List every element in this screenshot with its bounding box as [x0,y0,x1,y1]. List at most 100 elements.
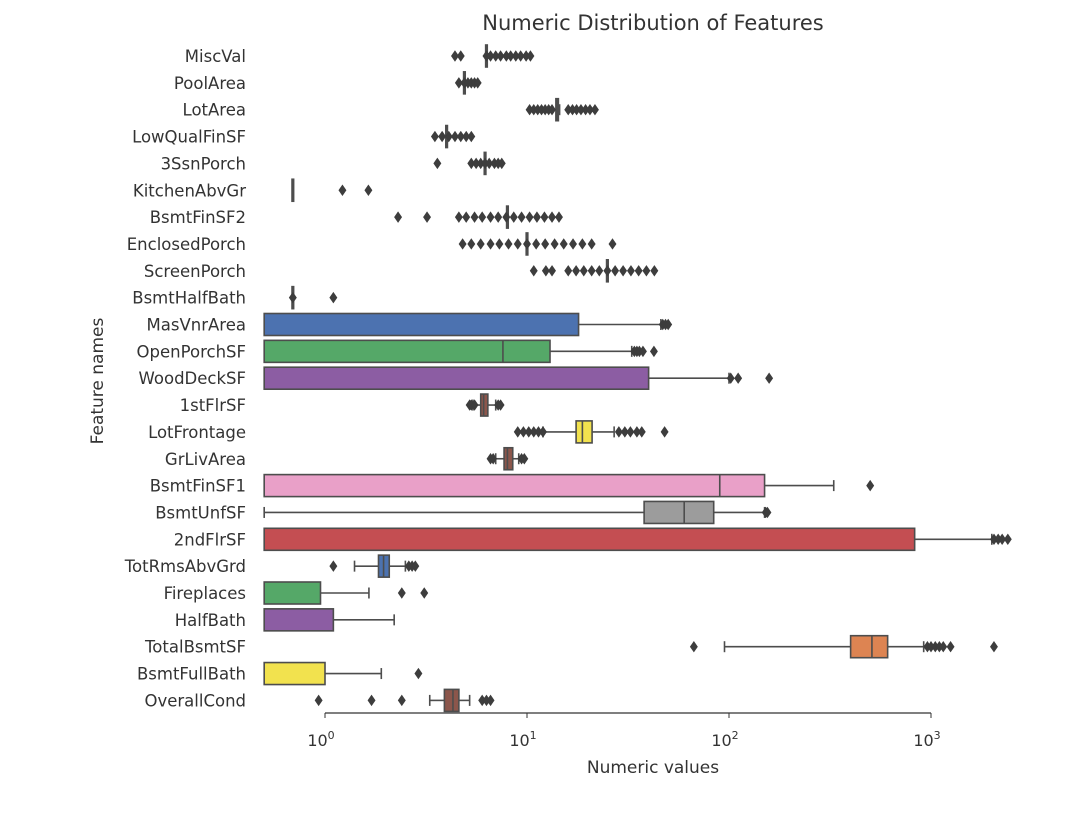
outlier-point [476,238,485,250]
feature-label: 3SsnPorch [161,154,246,173]
feature-row-23: BsmtFullBath [137,661,423,686]
outlier-point [502,211,511,223]
feature-row-15: GrLivArea [165,446,529,471]
feature-label: LowQualFinSF [132,128,246,147]
outlier-point [414,667,423,680]
outlier-point [458,238,467,250]
outlier-point [467,130,476,143]
feature-row-20: Fireplaces [164,581,429,605]
outlier-point [626,426,635,438]
outlier-point [650,265,659,277]
box-iqr [263,366,650,391]
feature-row-12: WoodDeckSF [139,366,774,391]
feature-label: GrLivArea [165,450,246,469]
outlier-point [1003,533,1012,546]
box-iqr [263,339,551,364]
outlier-point [456,50,465,62]
outlier-point [559,238,568,250]
feature-row-22: TotalBsmtSF [144,634,998,659]
box-iqr [263,527,916,552]
outlier-point [367,694,376,707]
feature-label: WoodDeckSF [139,369,246,388]
outlier-point [489,453,498,465]
outlier-point [496,50,505,62]
outlier-point [572,265,581,277]
outlier-point [329,291,338,304]
outlier-point [456,130,465,143]
outlier-point [462,211,471,223]
x-tick-label: 102 [711,729,738,750]
feature-row-24: OverallCond [144,688,495,713]
feature-label: OverallCond [144,691,246,710]
feature-label: MasVnrArea [147,316,246,335]
outlier-point [540,211,549,223]
outlier-point [523,238,531,250]
outlier-point [494,211,503,223]
box-iqr [263,581,322,605]
outlier-point [587,265,596,277]
outlier-point [411,560,420,572]
outlier-point [495,238,504,250]
feature-row-8: ScreenPorch [144,258,659,283]
x-axis-label: Numeric values [587,758,719,778]
outlier-point [638,345,647,358]
outlier-point [998,533,1007,546]
feature-label: BsmtUnfSF [155,503,246,522]
outlier-point [478,211,487,223]
outlier-point [451,50,459,62]
outlier-point [486,238,495,250]
outlier-point [637,426,646,438]
feature-label: OpenPorchSF [137,342,246,361]
box-iqr [575,420,593,444]
outlier-point [470,211,479,223]
feature-row-16: BsmtFinSF1 [150,473,875,498]
outlier-point [338,184,347,196]
box-iqr [291,178,295,203]
box-iqr [643,500,715,525]
feature-row-5: KitchenAbvGr [133,178,373,203]
feature-label: Fireplaces [164,584,246,603]
outlier-point [763,506,772,519]
feature-row-7: EnclosedPorch [127,232,617,256]
outlier-point [451,130,459,143]
feature-label: BsmtHalfBath [132,289,246,308]
box-iqr [503,446,514,471]
feature-row-19: TotRmsAbvGrd [124,554,420,578]
x-tick-label: 100 [307,729,334,750]
outlier-point [497,157,506,170]
outlier-point [664,318,673,331]
outlier-point [504,238,513,250]
outlier-point [420,587,429,599]
outlier-point [946,640,955,653]
outlier-point [519,426,528,438]
outlier-point [939,640,948,653]
x-tick-label: 103 [913,729,940,750]
x-ticks: 100 101 102 103 [307,713,941,750]
outlier-point [634,265,643,277]
outlier-point [517,211,526,223]
outlier-point [548,211,556,223]
outlier-point [608,238,617,250]
outlier-point [550,238,559,250]
outlier-point [485,157,494,170]
outlier-point [529,265,538,277]
feature-label: PoolArea [174,74,246,93]
outlier-point [614,426,623,438]
outlier-point [473,77,482,89]
outlier-point [564,265,573,277]
box-iqr [263,608,335,632]
feature-label: BsmtFullBath [137,665,246,684]
outlier-point [578,238,587,250]
y-axis-label: Feature names [88,318,108,445]
outlier-point [660,426,669,438]
outlier-point [555,211,563,223]
feature-row-4: 3SsnPorch [161,151,506,176]
feature-row-18: 2ndFlrSF [174,527,1012,552]
outlier-point [513,238,522,250]
feature-row-3: LowQualFinSF [132,124,476,149]
outlier-point [394,211,403,223]
outlier-point [569,238,577,250]
feature-row-17: BsmtUnfSF [155,500,772,525]
outlier-point [526,50,535,62]
